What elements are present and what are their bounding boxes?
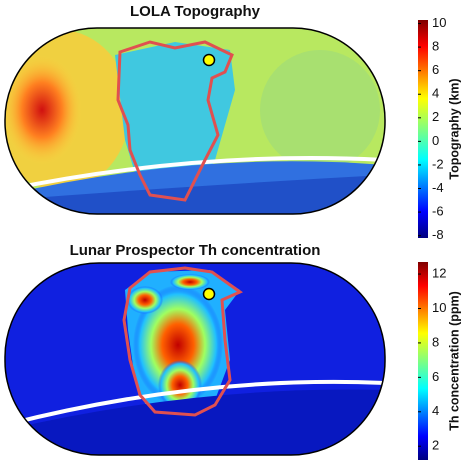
colorbar-tick-label: 2 — [432, 438, 439, 453]
colorbar-tick-label: -8 — [432, 227, 444, 242]
colorbar-tick-label: 12 — [432, 265, 446, 280]
colorbar-tick-label: 8 — [432, 334, 439, 349]
colorbar-tick-label: 8 — [432, 39, 439, 54]
colorbar-label: Th concentration (ppm) — [447, 291, 461, 431]
colorbar-tick-label: 4 — [432, 403, 439, 418]
colorbar — [418, 20, 428, 238]
site-marker — [204, 55, 215, 66]
site-marker — [204, 289, 215, 300]
colorbar-label: Topography (km) — [447, 78, 461, 179]
colorbar-tick-label: -4 — [432, 180, 444, 195]
colorbar-tick-label: -6 — [432, 204, 444, 219]
colorbar-tick-label: -2 — [432, 156, 444, 171]
colorbar-tick-label: 6 — [432, 62, 439, 77]
colorbar-tick-label: 10 — [432, 300, 446, 315]
colorbar-tick-label: 0 — [432, 133, 439, 148]
colorbar-tick-label: 2 — [432, 109, 439, 124]
thorium-map — [5, 263, 385, 455]
colorbar-tick-label: 10 — [432, 15, 446, 30]
colorbar — [418, 262, 428, 460]
map-title: LOLA Topography — [130, 3, 261, 20]
figure: LOLA Topography Lunar Prospector Th conc… — [0, 0, 464, 463]
topography-map — [0, 28, 385, 214]
colorbar-tick-label: 4 — [432, 86, 439, 101]
map-title: Lunar Prospector Th concentration — [70, 242, 321, 259]
colorbar-tick-label: 6 — [432, 369, 439, 384]
